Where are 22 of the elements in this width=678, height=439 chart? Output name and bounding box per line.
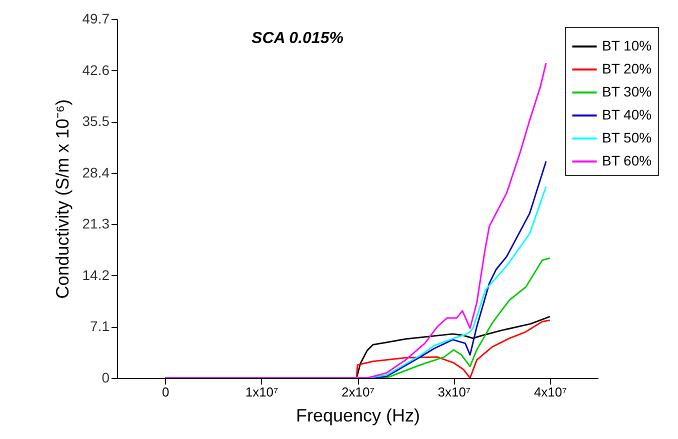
legend-label: BT 40% <box>602 106 652 122</box>
legend-label: BT 30% <box>602 84 652 100</box>
y-tick-label: 0 <box>102 370 110 386</box>
y-tick-label: 35.5 <box>82 113 110 130</box>
x-tick-label: 0 <box>162 384 170 400</box>
y-tick-label: 7.1 <box>90 318 110 334</box>
x-tick-label: 3x10⁷ <box>438 384 471 400</box>
x-tick-label: 4x10⁷ <box>534 384 568 400</box>
legend-label: BT 10% <box>602 38 652 54</box>
y-tick-label: 14.2 <box>82 266 110 283</box>
legend-label: BT 60% <box>602 152 652 168</box>
y-tick-label: 42.6 <box>82 62 110 78</box>
x-tick-label: 1x10⁷ <box>245 384 279 400</box>
y-tick-label: 21.3 <box>82 216 110 232</box>
y-tick-label: 49.7 <box>82 10 110 26</box>
x-axis-title: Frequency (Hz) <box>296 406 420 426</box>
x-tick-label: 2x10⁷ <box>342 384 375 400</box>
y-tick-label: 28.4 <box>82 164 110 180</box>
text: SCA 0.015% <box>252 30 344 47</box>
legend-label: BT 50% <box>602 130 652 146</box>
legend-label: BT 20% <box>602 60 652 76</box>
y-axis-title: Conductivity (S/m x 10⁻⁶) <box>52 99 72 299</box>
